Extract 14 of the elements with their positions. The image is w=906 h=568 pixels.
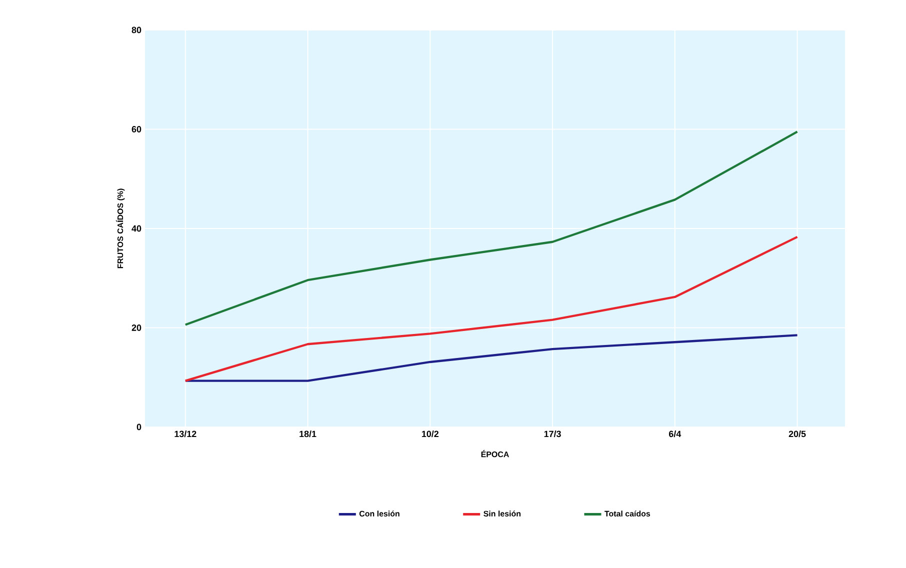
x-tick-label: 6/4	[669, 430, 682, 438]
y-tick-label: 0	[136, 424, 142, 430]
x-tick-label: 18/1	[300, 430, 316, 438]
line-series	[184, 236, 798, 382]
y-tick-label: 80	[132, 26, 142, 34]
x-tick-label: 10/2	[422, 430, 439, 438]
x-tick-label: 13/12	[174, 430, 196, 438]
y-tick-label: 60	[132, 126, 142, 132]
line-series	[184, 334, 798, 382]
line-series	[184, 130, 798, 326]
x-tick-label: 20/5	[788, 430, 806, 438]
y-tick-label: 40	[132, 225, 142, 232]
x-tick-label: 17/3	[544, 430, 561, 438]
y-tick-label: 20	[132, 324, 142, 331]
